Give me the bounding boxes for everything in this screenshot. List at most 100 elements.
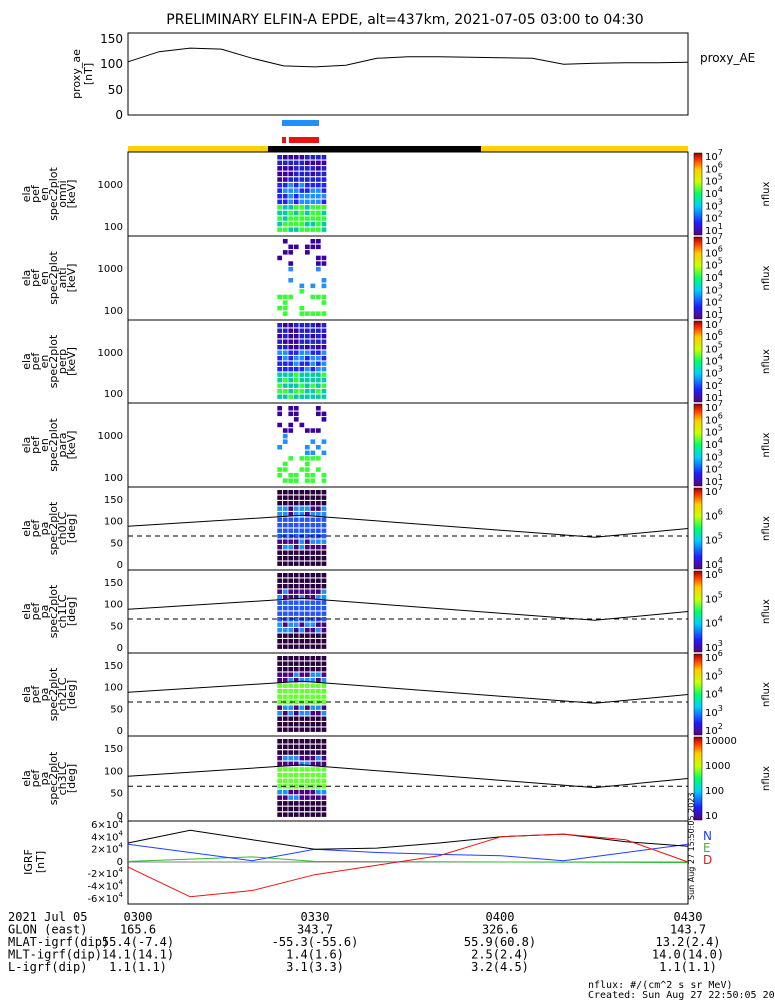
- spec-cell: [310, 227, 316, 232]
- ylabel-line: [deg]: [65, 764, 78, 793]
- colorbar-tick: 103: [705, 197, 723, 212]
- colorbar-label: nflux: [761, 682, 772, 707]
- spec-cell: [282, 439, 288, 444]
- spec-cell: [316, 205, 321, 210]
- colorbar: [693, 320, 703, 403]
- spec-cell: [321, 778, 327, 783]
- spec-cell: [299, 716, 305, 721]
- spec-cell: [277, 661, 282, 666]
- colorbar-label: nflux: [761, 766, 772, 791]
- spec-cell: [293, 772, 299, 778]
- spec-cell: [282, 305, 288, 311]
- panel-frame: [127, 319, 689, 404]
- spec-cell: [282, 501, 288, 506]
- ae-ytick-150: 150: [100, 32, 123, 46]
- spec-cell: [321, 328, 327, 333]
- loss-cone-line: [127, 597, 689, 621]
- spec-cell: [277, 216, 282, 221]
- spec-cell: [316, 628, 321, 633]
- spec-cell: [310, 456, 316, 461]
- spec-cell: [321, 573, 327, 578]
- spec-cell: [299, 661, 305, 666]
- spec-cell: [316, 561, 321, 566]
- spec-cell: [316, 550, 321, 555]
- spec-cell: [305, 711, 310, 716]
- colorbar-tick: 104: [705, 436, 723, 451]
- colorbar: [693, 236, 703, 320]
- spec-cell: [277, 678, 282, 683]
- spec-cell: [305, 334, 310, 339]
- spec-cell: [282, 789, 288, 795]
- spec-cell: [293, 589, 299, 594]
- spec-cell: [310, 450, 316, 456]
- ylabel-line: spec2plot: [47, 334, 60, 388]
- spec-cell: [305, 534, 310, 539]
- spec-cell: [299, 727, 305, 732]
- ylabel-line: spec2plot: [47, 667, 60, 721]
- spec-cell: [316, 683, 321, 688]
- spec-cell: [288, 716, 294, 721]
- spec-cell: [299, 600, 305, 605]
- spec-cell: [305, 501, 310, 506]
- igrf-legend-e: E: [703, 841, 711, 855]
- spec-cell: [277, 350, 282, 355]
- spec-cell: [282, 584, 288, 589]
- spec-cell: [310, 550, 316, 555]
- spec-cell: [305, 394, 310, 399]
- spec-cell: [321, 622, 327, 627]
- spec-cell: [321, 517, 327, 522]
- spec-cell: [282, 328, 288, 333]
- spec-cell: [282, 806, 288, 812]
- spec-cell: [299, 711, 305, 716]
- spec-cell: [282, 739, 288, 744]
- spec-cell: [305, 667, 310, 672]
- ylabel-line: pa: [38, 772, 51, 786]
- spec-cell: [305, 160, 310, 166]
- spec-cell: [310, 589, 316, 594]
- spec-cell: [282, 801, 288, 806]
- spec-cell: [305, 628, 310, 633]
- spec-cell: [293, 210, 299, 216]
- spec-cell: [299, 383, 305, 388]
- spec-cell: [282, 210, 288, 216]
- spec-cell: [316, 216, 321, 221]
- spec-cell: [282, 389, 288, 394]
- colorbar-tick: 107: [705, 316, 723, 331]
- spec-cell: [316, 767, 321, 772]
- colorbar-tick: 107: [705, 232, 723, 247]
- spec-cell: [310, 177, 316, 182]
- ytick: 150: [104, 744, 123, 755]
- spec-cell: [321, 806, 327, 812]
- spec-cell: [305, 812, 310, 817]
- spec-cell: [288, 584, 294, 589]
- spec-cell: [316, 661, 321, 666]
- spec-cell: [299, 194, 305, 199]
- spec-cell: [288, 711, 294, 716]
- spec-cell: [282, 750, 288, 755]
- spec-cell: [321, 339, 327, 344]
- spec-cell: [305, 672, 310, 677]
- spec-cell: [277, 210, 282, 216]
- spec-cell: [293, 550, 299, 555]
- spec-cell: [277, 595, 282, 600]
- spec-cell: [316, 199, 321, 205]
- spec-cell: [305, 345, 310, 350]
- spec-cell: [310, 561, 316, 566]
- spec-cell: [310, 722, 316, 727]
- spec-cell: [288, 456, 294, 461]
- spec-cell: [277, 378, 282, 383]
- spec-cell: [299, 378, 305, 383]
- spec-cell: [288, 801, 294, 806]
- colorbar-tick: 104: [705, 353, 723, 368]
- colorbar-label: nflux: [761, 599, 772, 624]
- spec-cell: [321, 372, 327, 377]
- spec-cell: [316, 394, 321, 399]
- spec-cell: [277, 539, 282, 544]
- spec-cell: [288, 478, 294, 483]
- spec-cell: [293, 727, 299, 732]
- spec-cell: [321, 210, 327, 216]
- spec-cell: [299, 160, 305, 166]
- footer-value: 0330: [301, 910, 330, 924]
- spec-cell: [277, 323, 282, 328]
- spec-cell: [288, 744, 294, 750]
